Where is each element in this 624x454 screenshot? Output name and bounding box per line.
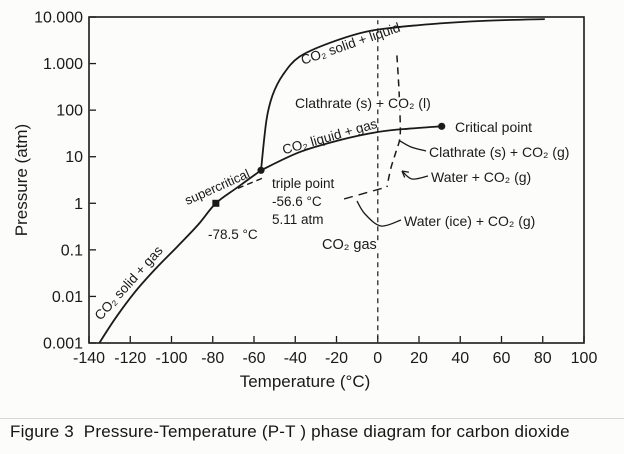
marker-critical-point bbox=[438, 122, 446, 130]
leader-water-gas-arrowhead bbox=[401, 170, 410, 173]
leader-water-gas bbox=[401, 170, 429, 180]
leader-clathrate-gas bbox=[399, 140, 427, 152]
marker-sublimation-point bbox=[212, 199, 220, 207]
y-tick-label: 100 bbox=[56, 103, 83, 120]
y-tick-label: 0.001 bbox=[43, 336, 83, 353]
y-tick-label: 10.000 bbox=[34, 10, 83, 27]
water-gas-label: Water + CO₂ (g) bbox=[431, 169, 531, 185]
critical-point-label: Critical point bbox=[455, 119, 532, 135]
triple-point-temp: -56.6 °C bbox=[272, 194, 322, 209]
triple-point-label: triple point bbox=[272, 176, 335, 191]
x-tick-label: -80 bbox=[201, 350, 224, 367]
leader-water-gas-arrowhead bbox=[401, 170, 406, 178]
y-axis-title: Pressure (atm) bbox=[12, 124, 31, 236]
clathrate-liquid-label: Clathrate (s) + CO₂ (l) bbox=[295, 95, 431, 111]
x-tick-label: 0 bbox=[373, 350, 382, 367]
x-axis-title: Temperature (°C) bbox=[240, 372, 371, 391]
plot-frame bbox=[88, 16, 585, 344]
y-tick-label: 0.01 bbox=[52, 289, 83, 306]
leader-water-ice bbox=[356, 200, 402, 227]
figure-caption: Figure 3 Pressure-Temperature (P-T ) pha… bbox=[10, 422, 570, 441]
triple-point-pressure: 5.11 atm bbox=[272, 212, 324, 227]
sublimation-temp-label: -78.5 °C bbox=[208, 227, 258, 242]
x-tick-label: -140 bbox=[73, 350, 105, 367]
y-tick-label: 1 bbox=[74, 196, 83, 213]
marker-triple-point bbox=[257, 166, 265, 174]
y-tick-label: 0.1 bbox=[61, 242, 83, 259]
curve-clathrate-boundary bbox=[386, 55, 402, 188]
co2-solid-gas-label: CO₂ solid + gas bbox=[92, 243, 166, 323]
x-tick-label: -100 bbox=[155, 350, 187, 367]
figure-divider bbox=[0, 418, 624, 419]
curve-supercritical-indicator bbox=[237, 177, 264, 189]
x-tick-label: 80 bbox=[534, 350, 552, 367]
x-tick-label: -60 bbox=[242, 350, 265, 367]
co2-solid-liquid-label: CO₂ solid + liquid bbox=[299, 20, 402, 68]
x-tick-label: -120 bbox=[114, 350, 146, 367]
curve-ice-clathrate-boundary bbox=[343, 186, 388, 200]
y-tick-label: 10 bbox=[65, 149, 83, 166]
x-tick-label: 40 bbox=[451, 350, 469, 367]
curve-vaporization-curve bbox=[260, 125, 442, 172]
x-tick-label: -20 bbox=[325, 350, 348, 367]
y-tick-label: 1.000 bbox=[43, 56, 83, 73]
co2-gas-label: CO₂ gas bbox=[322, 237, 377, 253]
x-tick-label: -40 bbox=[284, 350, 307, 367]
curve-melting-curve bbox=[260, 18, 545, 171]
curve-sublimation-curve bbox=[98, 169, 262, 344]
phase-diagram-chart: -140 -120 -100 -80 -60 -40 -20 0 20 40 60 80 10010.0… bbox=[12, 10, 598, 392]
x-tick-label: 60 bbox=[493, 350, 511, 367]
clathrate-gas-label: Clathrate (s) + CO₂ (g) bbox=[429, 144, 569, 160]
water-ice-gas-label: Water (ice) + CO₂ (g) bbox=[404, 213, 535, 229]
x-tick-label: 100 bbox=[571, 350, 598, 367]
co2-liquid-gas-label: CO₂ liquid + gas bbox=[281, 116, 379, 157]
x-tick-label: 20 bbox=[410, 350, 428, 367]
